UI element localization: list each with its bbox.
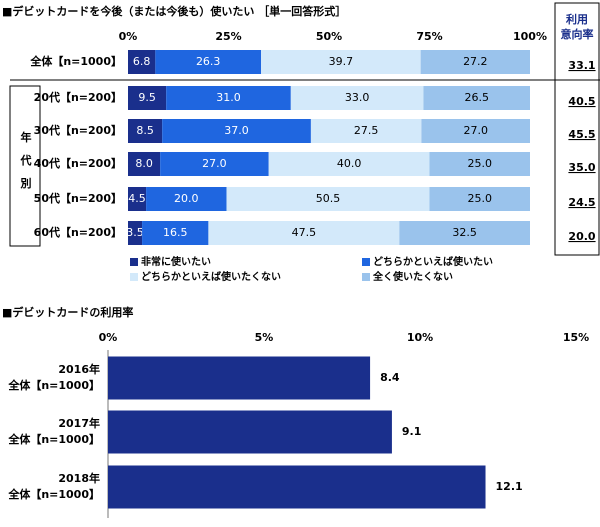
value-label: 47.5 <box>292 226 317 239</box>
value-label: 9.5 <box>138 91 156 104</box>
x-tick-label: 100% <box>513 30 547 43</box>
chart-title: ■デビットカードを今後（または今後も）使いたい ［単一回答形式］ <box>2 4 346 18</box>
bar-segment <box>146 187 227 211</box>
bar-segment <box>429 152 530 176</box>
value-label: 27.5 <box>354 124 379 137</box>
bar-segment <box>128 152 161 176</box>
bar-segment <box>208 221 400 245</box>
x-tick-label: 75% <box>416 30 442 43</box>
bar <box>108 356 371 400</box>
value-label: 33.0 <box>345 91 370 104</box>
bar-segment <box>128 86 167 110</box>
value-label: 20.0 <box>174 192 199 205</box>
value-label: 25.0 <box>468 192 493 205</box>
legend-swatch <box>130 258 138 266</box>
value-label: 26.5 <box>464 91 489 104</box>
bar-segment <box>128 221 143 245</box>
group-box <box>9 85 41 247</box>
legend-swatch <box>362 258 370 266</box>
y-tick-label: 60代【n=200】 <box>34 225 122 239</box>
value-label: 8.0 <box>135 157 153 170</box>
y-tick-label: 全体【n=1000】 <box>29 54 122 68</box>
bar-segment <box>128 187 147 211</box>
value-label: 9.1 <box>402 425 422 438</box>
x-tick-label: 0% <box>99 331 118 344</box>
bar-segment <box>261 50 421 74</box>
value-label: 25.0 <box>468 157 493 170</box>
bar-segment <box>128 50 156 74</box>
legend-label: どちらかといえば使いたい <box>373 255 493 268</box>
value-label: 50.5 <box>316 192 341 205</box>
y-tick-label: 2016年 <box>58 362 100 376</box>
value-label: 16.5 <box>163 226 188 239</box>
legend-label: 非常に使いたい <box>141 255 211 268</box>
legend-label: どちらかといえば使いたくない <box>141 270 281 283</box>
legend-label: 全く使いたくない <box>372 270 453 283</box>
value-label: 40.0 <box>337 157 362 170</box>
x-tick-label: 15% <box>563 331 589 344</box>
side-value: 35.0 <box>568 161 595 174</box>
y-tick-label: 2018年 <box>58 471 100 485</box>
bar-segment <box>166 86 291 110</box>
x-tick-label: 25% <box>215 30 241 43</box>
legend-swatch <box>362 273 370 281</box>
side-header: 意向率 <box>561 27 594 41</box>
x-tick-label: 5% <box>255 331 274 344</box>
legend-swatch <box>130 273 138 281</box>
value-label: 4.5 <box>128 192 146 205</box>
y-tick-sublabel: 全体【n=1000】 <box>7 378 100 392</box>
bar <box>108 410 392 454</box>
value-label: 6.8 <box>133 55 151 68</box>
bar-segment <box>290 86 424 110</box>
x-tick-label: 0% <box>119 30 138 43</box>
side-value: 33.1 <box>568 59 595 72</box>
value-label: 37.0 <box>224 124 249 137</box>
side-value: 45.5 <box>568 128 595 141</box>
bar-segment <box>128 119 163 143</box>
value-label: 8.5 <box>136 124 154 137</box>
bar-segment <box>421 119 530 143</box>
bar-segment <box>268 152 430 176</box>
side-value: 40.5 <box>568 95 595 108</box>
value-label: 26.3 <box>196 55 221 68</box>
y-tick-label: 30代【n=200】 <box>34 123 122 137</box>
value-label: 27.2 <box>463 55 488 68</box>
value-label: 3.5 <box>126 226 144 239</box>
side-value: 24.5 <box>568 196 595 209</box>
bar-segment <box>399 221 530 245</box>
value-label: 27.0 <box>202 157 227 170</box>
y-tick-label: 40代【n=200】 <box>34 156 122 170</box>
bar-segment <box>142 221 209 245</box>
value-label: 31.0 <box>216 91 241 104</box>
chart-title: ■デビットカードの利用率 <box>2 305 133 319</box>
y-tick-label: 2017年 <box>58 416 100 430</box>
x-tick-label: 10% <box>407 331 433 344</box>
value-label: 39.7 <box>329 55 354 68</box>
bar <box>108 465 486 509</box>
y-tick-sublabel: 全体【n=1000】 <box>7 487 100 501</box>
bar-segment <box>429 187 530 211</box>
side-value: 20.0 <box>568 230 595 243</box>
side-header: 利用 <box>566 12 588 26</box>
value-label: 12.1 <box>496 480 523 493</box>
y-tick-sublabel: 全体【n=1000】 <box>7 432 100 446</box>
y-tick-label: 20代【n=200】 <box>34 90 122 104</box>
x-tick-label: 50% <box>316 30 342 43</box>
side-box <box>554 2 600 256</box>
bar-segment <box>226 187 430 211</box>
bar-segment <box>160 152 269 176</box>
value-label: 27.0 <box>463 124 488 137</box>
value-label: 32.5 <box>452 226 477 239</box>
value-label: 8.4 <box>380 371 400 384</box>
group-label: 年代別 <box>19 130 33 200</box>
bar-segment <box>155 50 262 74</box>
bar-segment <box>423 86 530 110</box>
bar-segment <box>420 50 530 74</box>
y-tick-label: 50代【n=200】 <box>34 191 122 205</box>
bar-segment <box>310 119 422 143</box>
bar-segment <box>162 119 311 143</box>
